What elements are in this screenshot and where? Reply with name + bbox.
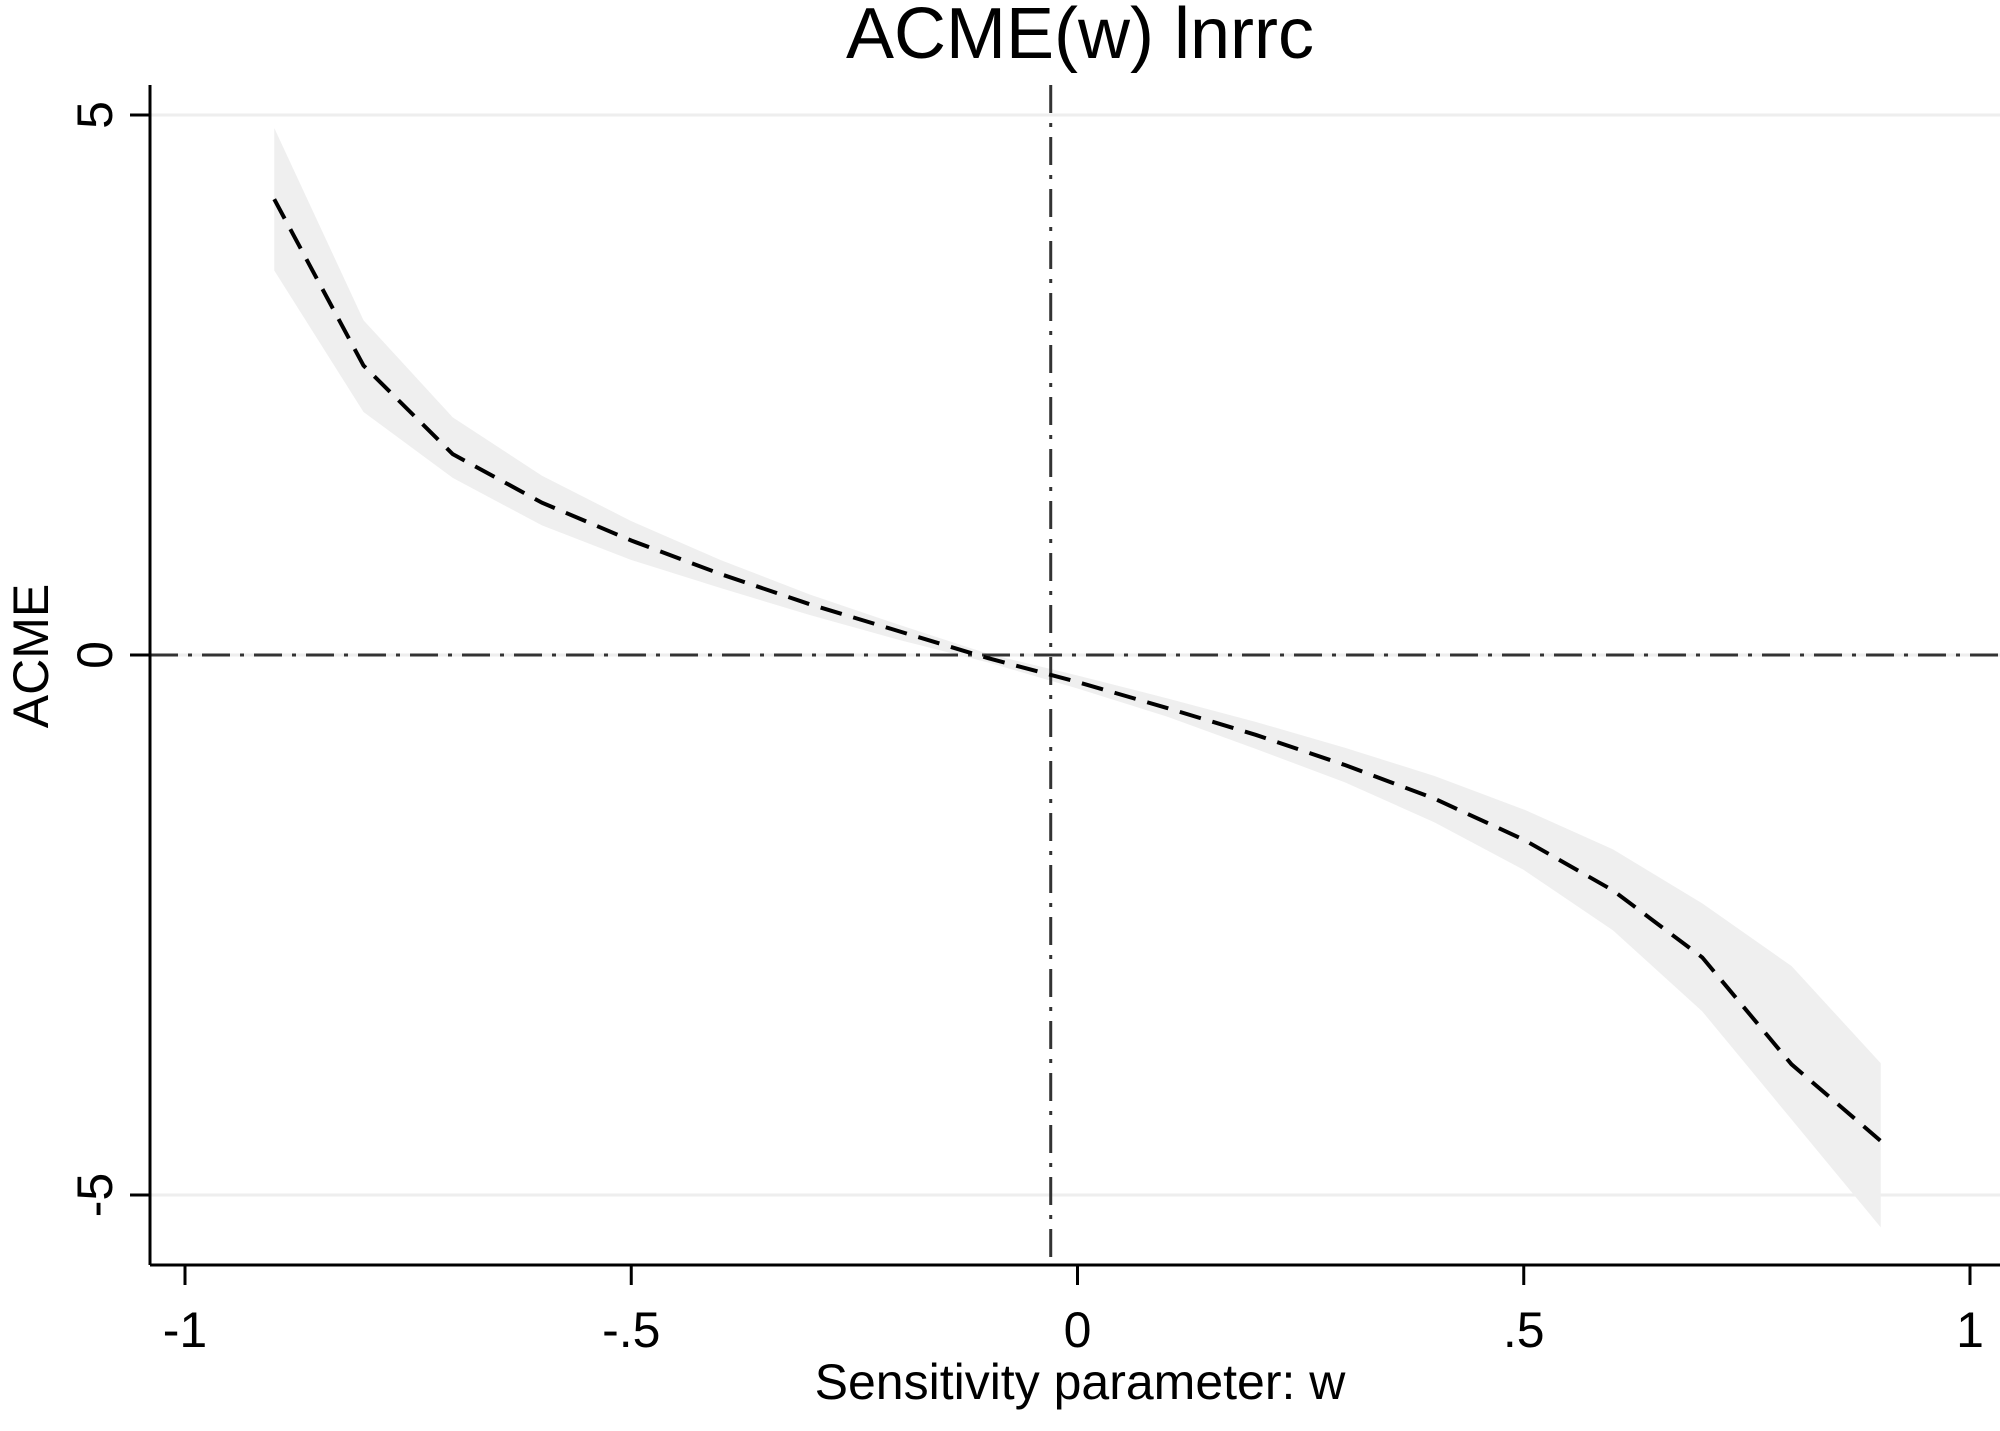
series-lines [272, 198, 1883, 1143]
y-tick-label: 5 [67, 101, 123, 129]
x-tick-label: -1 [163, 1302, 207, 1358]
acme-series-line [272, 198, 1883, 1143]
x-tick-label: -.5 [602, 1302, 660, 1358]
y-axis-ticks: -5 0 5 [67, 101, 150, 1217]
y-tick-label: 0 [67, 641, 123, 669]
x-tick-label: .5 [1503, 1302, 1545, 1358]
x-axis-label: Sensitivity parameter: w [815, 1354, 1347, 1410]
axes [148, 85, 2000, 1267]
y-axis-label: ACME [3, 584, 59, 728]
x-tick-label: 1 [1956, 1302, 1984, 1358]
y-tick-label: -5 [67, 1173, 123, 1217]
x-tick-label: 0 [1064, 1302, 1092, 1358]
confidence-band-area [274, 127, 1881, 1228]
confidence-band [274, 127, 1881, 1228]
chart-title: ACME(w) lnrrc [846, 0, 1314, 74]
x-axis-ticks: -1 -.5 0 .5 1 [163, 1265, 1984, 1358]
